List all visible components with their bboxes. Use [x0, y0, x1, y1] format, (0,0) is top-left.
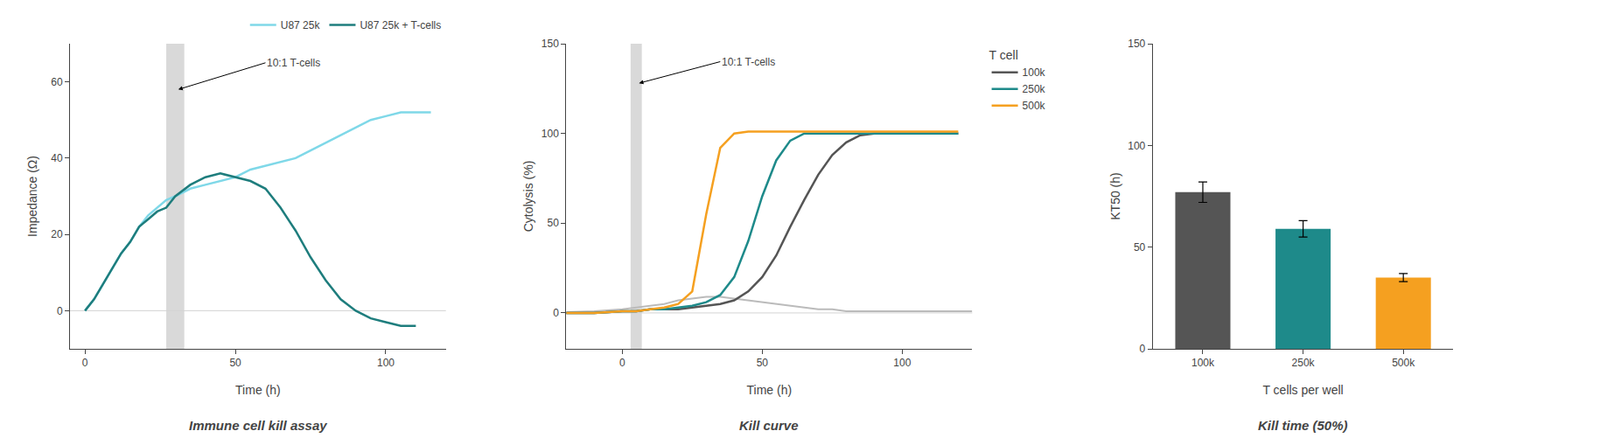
- svg-text:10:1 T-cells: 10:1 T-cells: [721, 55, 776, 69]
- svg-text:250k: 250k: [1022, 83, 1047, 96]
- svg-text:Cytolysis (%): Cytolysis (%): [521, 160, 536, 233]
- svg-text:100: 100: [893, 356, 911, 370]
- svg-text:50: 50: [1133, 241, 1146, 254]
- svg-text:100k: 100k: [1191, 356, 1216, 370]
- svg-text:250k: 250k: [1292, 356, 1316, 370]
- svg-text:T cell: T cell: [989, 48, 1019, 63]
- svg-text:Time (h): Time (h): [747, 383, 793, 398]
- svg-text:KT50 (h): KT50 (h): [1108, 172, 1123, 220]
- svg-text:50: 50: [756, 356, 769, 370]
- svg-text:500k: 500k: [1022, 99, 1047, 112]
- svg-text:500k: 500k: [1391, 356, 1416, 370]
- svg-text:20: 20: [50, 228, 63, 241]
- svg-text:50: 50: [229, 356, 242, 370]
- svg-text:60: 60: [50, 76, 63, 89]
- svg-text:100: 100: [1127, 139, 1146, 153]
- svg-text:0: 0: [552, 307, 559, 320]
- svg-text:T cells per well: T cells per well: [1262, 383, 1343, 398]
- svg-text:U87 25k + T-cells: U87 25k + T-cells: [359, 19, 441, 32]
- svg-text:150: 150: [541, 37, 559, 50]
- svg-text:100: 100: [541, 127, 559, 140]
- svg-text:0: 0: [619, 356, 626, 370]
- svg-text:100: 100: [377, 356, 395, 370]
- svg-text:0: 0: [1139, 342, 1146, 356]
- svg-text:Immune cell kill assay: Immune cell kill assay: [188, 418, 328, 434]
- svg-text:Kill curve: Kill curve: [739, 418, 799, 434]
- svg-text:150: 150: [1127, 37, 1146, 50]
- svg-text:Time (h): Time (h): [235, 383, 281, 398]
- svg-text:0: 0: [56, 305, 63, 318]
- svg-text:U87 25k: U87 25k: [280, 19, 322, 32]
- svg-text:Kill time (50%): Kill time (50%): [1257, 418, 1349, 434]
- svg-text:40: 40: [50, 152, 63, 165]
- svg-text:0: 0: [82, 356, 89, 370]
- svg-text:100k: 100k: [1022, 66, 1047, 79]
- svg-text:Impedance (Ω): Impedance (Ω): [25, 155, 40, 238]
- svg-text:10:1 T-cells: 10:1 T-cells: [266, 56, 321, 70]
- svg-text:50: 50: [547, 216, 560, 230]
